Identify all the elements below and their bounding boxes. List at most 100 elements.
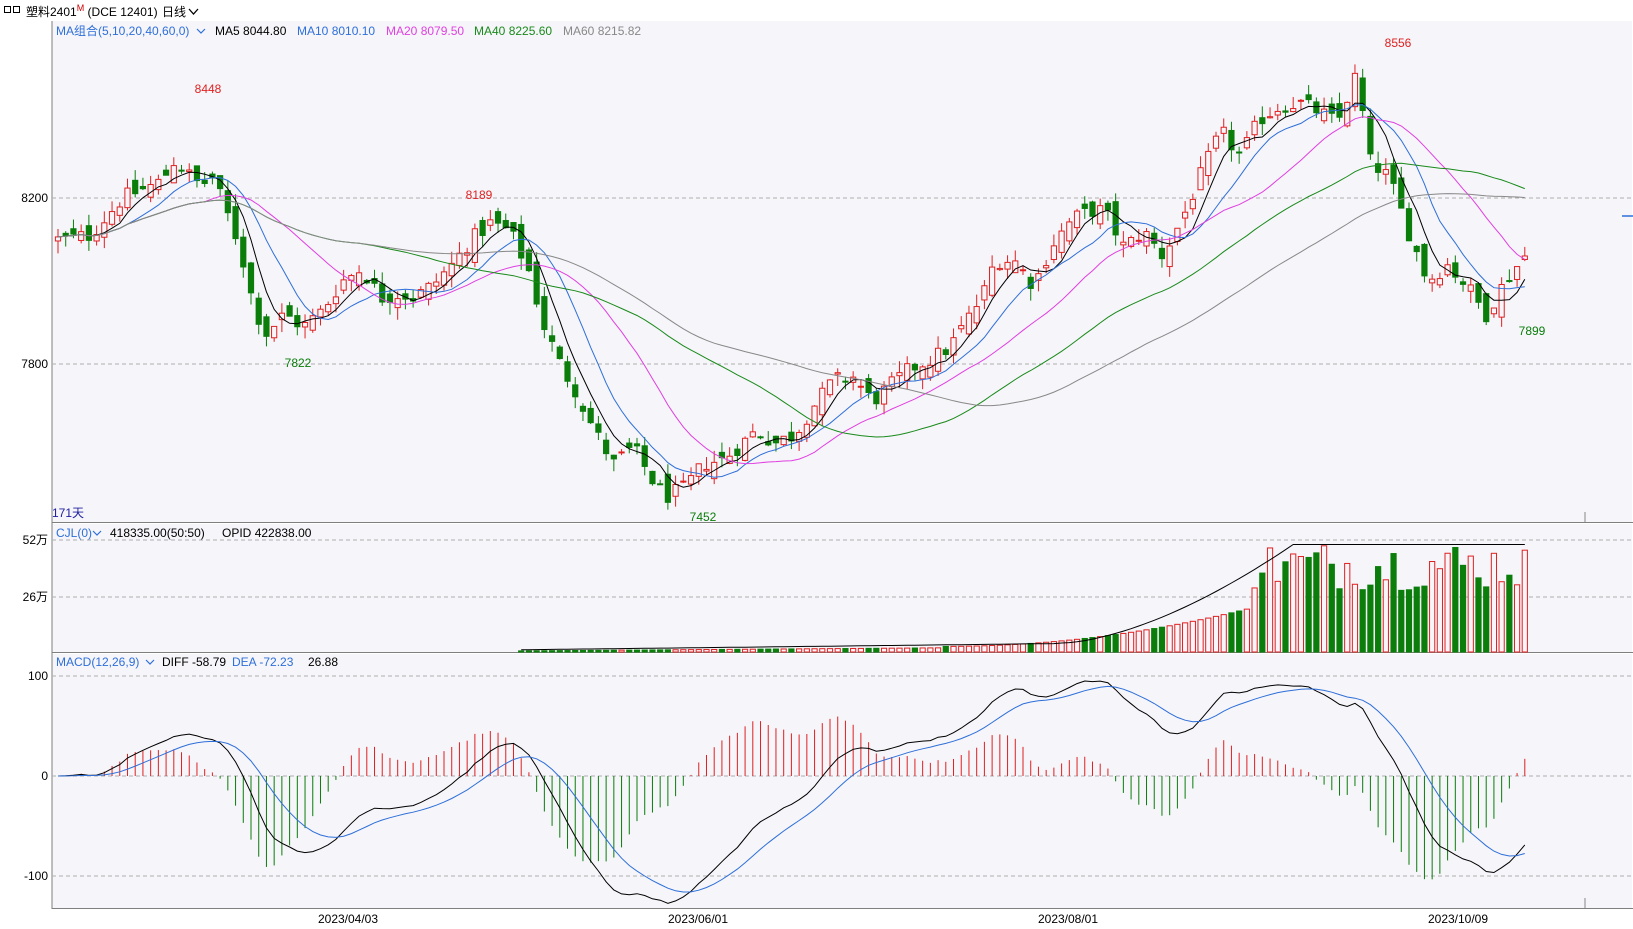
volume-bar[interactable] xyxy=(579,649,587,653)
volume-bar[interactable] xyxy=(819,648,826,653)
volume-bar[interactable] xyxy=(1035,642,1042,653)
candle[interactable] xyxy=(541,296,548,331)
volume-bar[interactable] xyxy=(1328,563,1335,653)
candle[interactable] xyxy=(672,484,679,497)
chevron-down-icon[interactable] xyxy=(145,659,155,665)
candle[interactable] xyxy=(271,325,278,339)
volume-bar[interactable] xyxy=(1004,644,1011,653)
candle[interactable] xyxy=(911,363,919,371)
candle[interactable] xyxy=(1050,245,1057,260)
candle[interactable] xyxy=(1143,231,1150,247)
candle[interactable] xyxy=(70,228,77,235)
candle[interactable] xyxy=(1351,72,1359,108)
candle[interactable] xyxy=(255,297,262,325)
candle[interactable] xyxy=(162,169,170,176)
volume-bar[interactable] xyxy=(618,649,625,653)
candle[interactable] xyxy=(1127,237,1135,247)
volume-bar[interactable] xyxy=(1429,561,1436,653)
volume-bar[interactable] xyxy=(1452,546,1459,653)
candle[interactable] xyxy=(479,219,486,236)
volume-bar[interactable] xyxy=(711,648,718,653)
candle[interactable] xyxy=(1382,169,1389,175)
candle[interactable] xyxy=(1043,265,1050,269)
volume-bar[interactable] xyxy=(672,649,679,653)
candle[interactable] xyxy=(973,306,980,324)
volume-bar[interactable] xyxy=(1436,568,1443,653)
volume-bar[interactable] xyxy=(896,647,903,653)
volume-bar[interactable] xyxy=(1073,638,1081,653)
candle[interactable] xyxy=(278,312,285,321)
volume-bar[interactable] xyxy=(1390,553,1397,653)
candle[interactable] xyxy=(1282,110,1289,113)
candle[interactable] xyxy=(989,266,996,296)
volume-bar[interactable] xyxy=(572,649,579,653)
candle[interactable] xyxy=(240,236,247,268)
candle[interactable] xyxy=(1112,201,1119,236)
candle[interactable] xyxy=(1004,261,1011,270)
volume-bar[interactable] xyxy=(633,649,641,653)
candlestick-series[interactable] xyxy=(54,64,1528,510)
volume-bar[interactable] xyxy=(826,648,834,653)
volume-bar[interactable] xyxy=(1513,584,1521,653)
candle[interactable] xyxy=(572,384,579,398)
candle[interactable] xyxy=(494,211,502,224)
candle[interactable] xyxy=(587,407,594,424)
candle[interactable] xyxy=(1320,108,1328,122)
candle[interactable] xyxy=(1305,94,1312,101)
volume-bar[interactable] xyxy=(626,649,633,653)
volume-bar[interactable] xyxy=(603,649,610,653)
volume-bar[interactable] xyxy=(1228,612,1235,653)
volume-bar[interactable] xyxy=(1135,630,1142,653)
candle[interactable] xyxy=(294,315,301,328)
candle[interactable] xyxy=(1220,126,1227,134)
candle[interactable] xyxy=(1328,103,1335,114)
volume-bar[interactable] xyxy=(880,647,888,653)
candle[interactable] xyxy=(633,443,641,447)
candle[interactable] xyxy=(1236,151,1243,154)
volume-bar[interactable] xyxy=(1344,562,1351,653)
candle[interactable] xyxy=(1189,198,1196,210)
candle[interactable] xyxy=(317,308,324,318)
volume-bar[interactable] xyxy=(842,648,849,653)
volume-bar[interactable] xyxy=(981,645,988,653)
volume-bar[interactable] xyxy=(1012,643,1019,653)
volume-bar[interactable] xyxy=(989,645,996,653)
volume-bar[interactable] xyxy=(788,648,795,653)
volume-bar[interactable] xyxy=(996,644,1003,653)
candle[interactable] xyxy=(1197,167,1204,191)
window-icon[interactable] xyxy=(4,6,20,14)
volume-bar[interactable] xyxy=(703,649,710,653)
candle[interactable] xyxy=(1228,129,1235,151)
candle[interactable] xyxy=(433,281,440,287)
volume-bar[interactable] xyxy=(765,648,772,653)
volume-bar[interactable] xyxy=(1205,617,1212,653)
candle[interactable] xyxy=(1012,260,1019,274)
macd-panel[interactable] xyxy=(52,654,1632,909)
volume-bar[interactable] xyxy=(741,648,749,653)
candle[interactable] xyxy=(680,480,687,483)
volume-bar[interactable] xyxy=(1444,552,1451,653)
volume-bar[interactable] xyxy=(1467,555,1474,653)
chevron-down-icon[interactable] xyxy=(196,28,206,34)
volume-bar[interactable] xyxy=(780,648,787,653)
volume-bar[interactable] xyxy=(796,648,803,653)
candle[interactable] xyxy=(1251,120,1258,136)
volume-bar[interactable] xyxy=(1421,585,1428,653)
candle[interactable] xyxy=(1359,77,1366,112)
volume-bar[interactable] xyxy=(834,648,841,653)
candle[interactable] xyxy=(1483,293,1490,323)
candle[interactable] xyxy=(1452,262,1459,278)
candle[interactable] xyxy=(170,165,177,184)
volume-bar[interactable] xyxy=(1043,641,1050,653)
volume-bar[interactable] xyxy=(1189,620,1196,653)
candle[interactable] xyxy=(1158,247,1166,260)
volume-bar[interactable] xyxy=(1174,623,1181,653)
volume-bar[interactable] xyxy=(1243,608,1250,653)
candle[interactable] xyxy=(942,349,949,356)
candle[interactable] xyxy=(155,178,162,191)
volume-bar[interactable] xyxy=(1274,580,1281,653)
volume-bar[interactable] xyxy=(857,647,864,653)
candle[interactable] xyxy=(826,379,834,396)
volume-bar[interactable] xyxy=(548,650,556,653)
volume-bar[interactable] xyxy=(1236,610,1243,653)
